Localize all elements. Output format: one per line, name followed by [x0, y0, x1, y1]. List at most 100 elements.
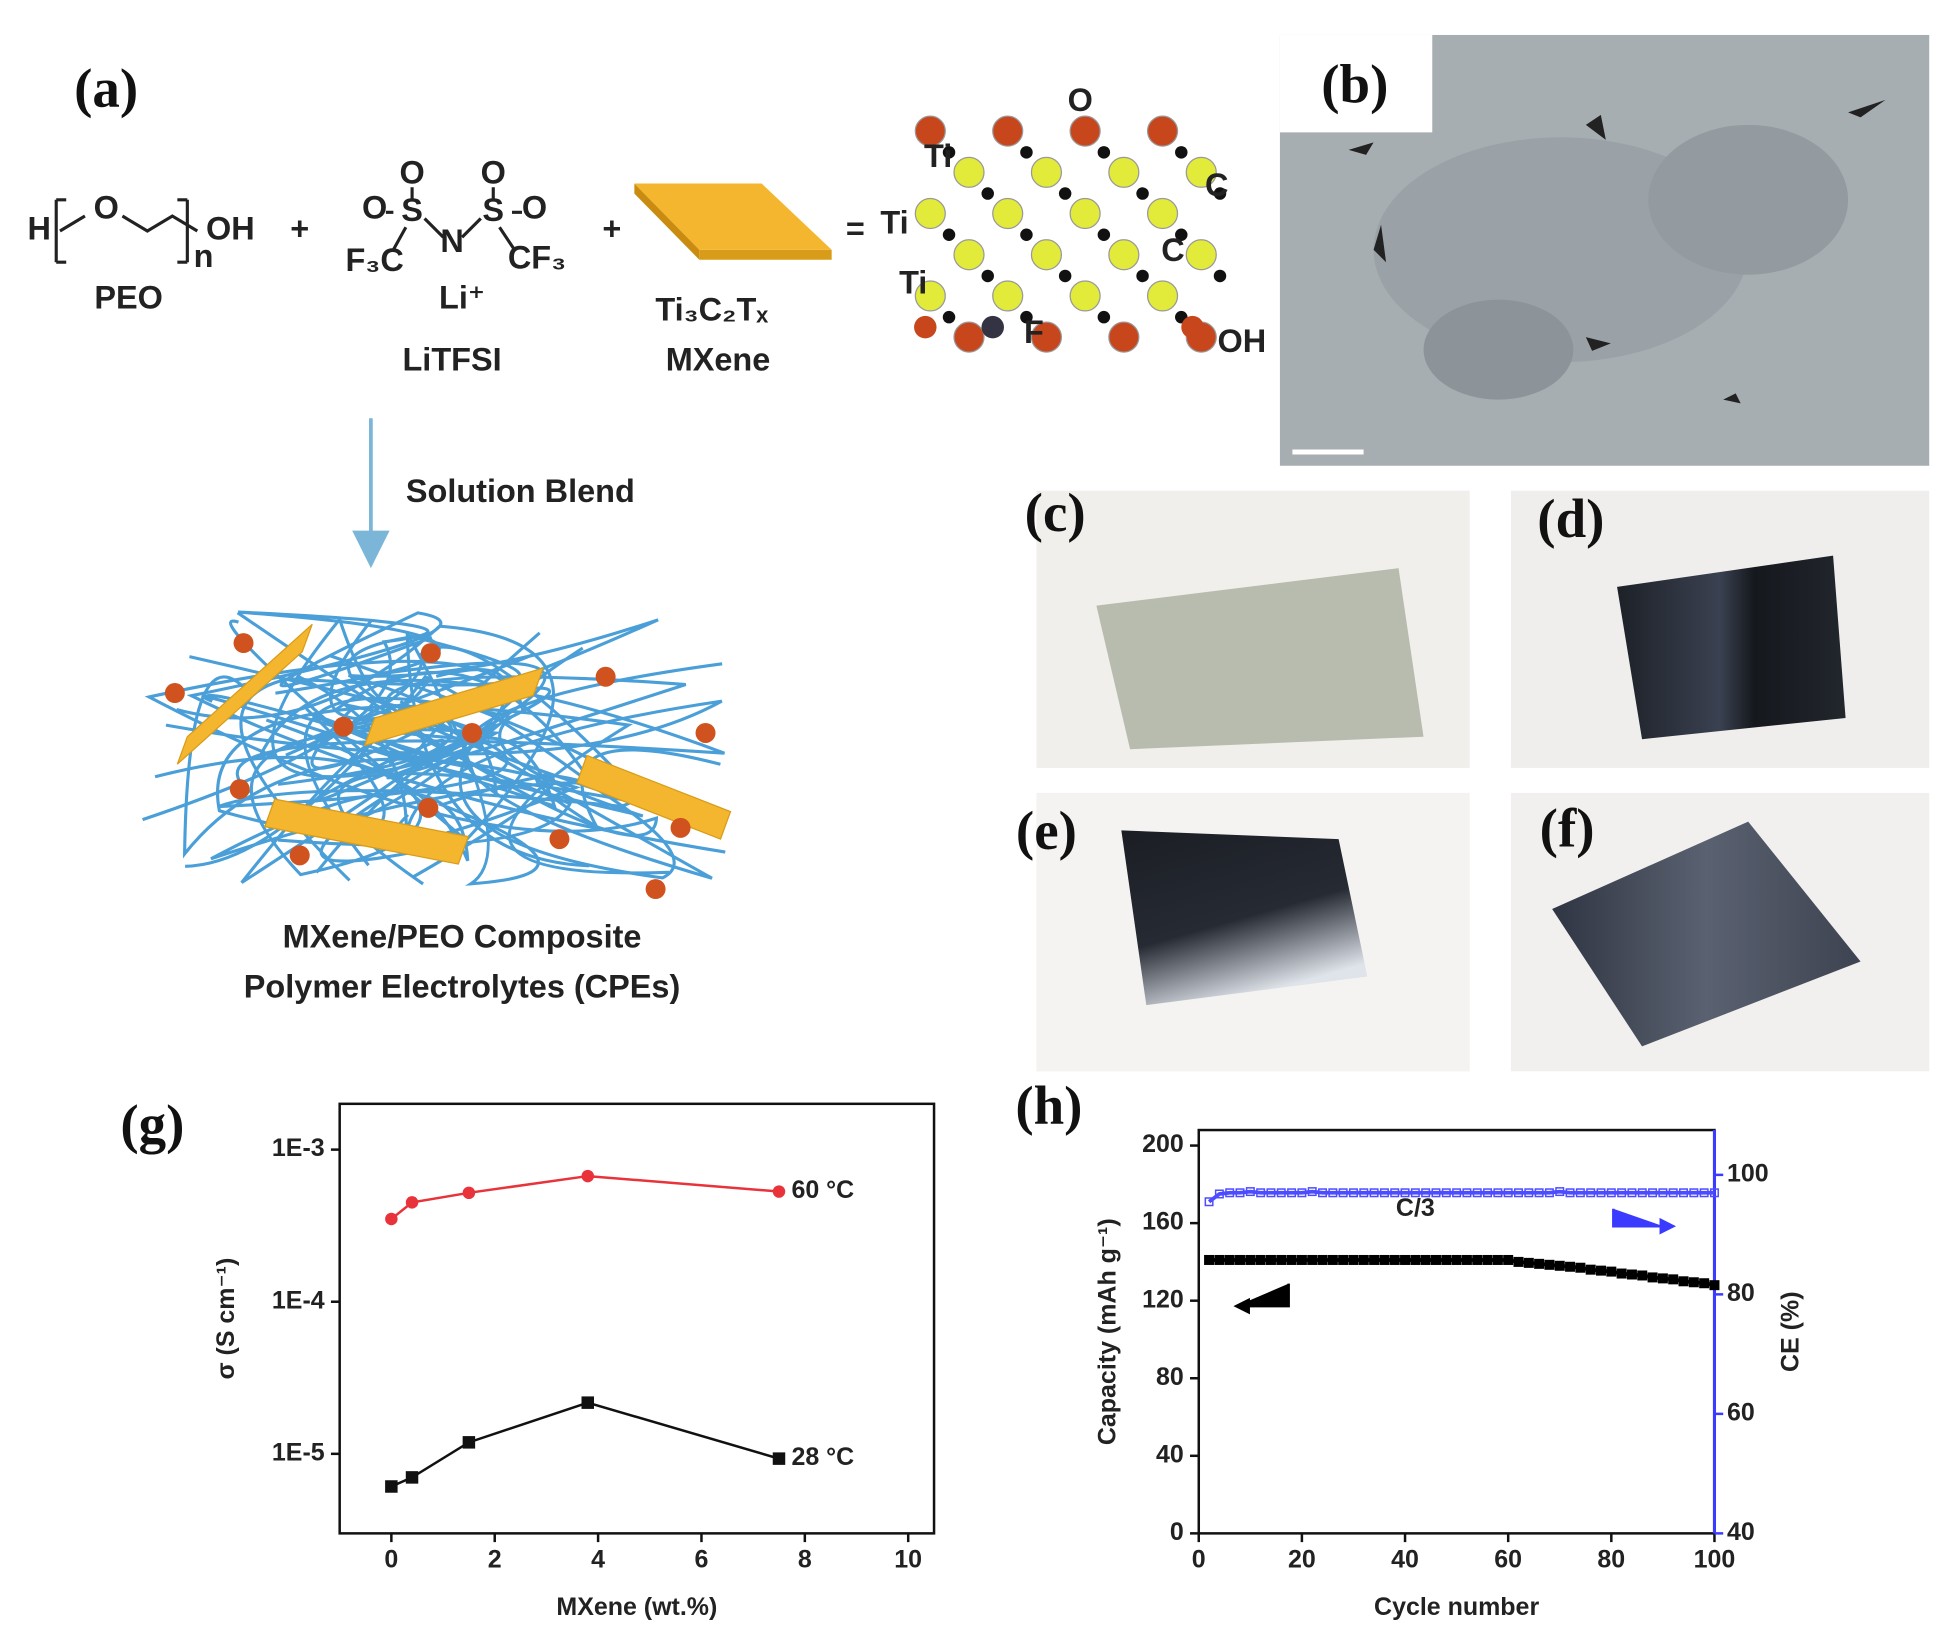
li-ion	[229, 779, 250, 800]
point	[772, 1185, 786, 1198]
axis-arrow	[1612, 1208, 1677, 1235]
mxene-edge	[699, 249, 832, 260]
li-ion	[418, 797, 439, 818]
label: (c)	[1025, 482, 1086, 543]
label: Polymer Electrolytes (CPEs)	[244, 969, 681, 1005]
atom	[1108, 156, 1140, 188]
label: F	[1024, 314, 1044, 350]
point	[1658, 1188, 1668, 1198]
atom	[1146, 280, 1179, 312]
atom	[1020, 310, 1033, 324]
atom	[992, 197, 1024, 230]
label: O	[1068, 82, 1093, 118]
li-ion	[289, 845, 310, 866]
li-ion	[695, 722, 716, 743]
series-label: 60 °C	[791, 1176, 854, 1204]
y-tick-label: 1E-3	[272, 1134, 325, 1162]
label: +	[602, 211, 621, 247]
x-tick-label: 100	[1694, 1545, 1736, 1573]
point	[1296, 1254, 1307, 1265]
label: OH	[206, 211, 255, 247]
point	[1420, 1254, 1431, 1265]
atom	[1069, 280, 1101, 312]
atom	[1175, 228, 1188, 241]
x-tick-label: 6	[695, 1545, 709, 1573]
atom	[981, 315, 1004, 339]
label: +	[290, 211, 309, 247]
atom	[1136, 269, 1149, 283]
point	[1626, 1269, 1637, 1280]
atom	[1146, 197, 1179, 230]
point	[1224, 1254, 1235, 1265]
point	[1617, 1188, 1627, 1198]
point	[1338, 1254, 1349, 1265]
x-tick-label: 0	[1192, 1545, 1206, 1573]
point	[1668, 1188, 1678, 1198]
mxene-slab	[634, 183, 832, 250]
point	[1286, 1254, 1297, 1265]
point	[1616, 1268, 1627, 1279]
film-photos	[1036, 490, 1930, 1072]
y-tick-label: 0	[1170, 1518, 1184, 1546]
point	[1688, 1277, 1699, 1288]
atom	[914, 197, 946, 230]
point	[1544, 1259, 1555, 1270]
atom	[1097, 228, 1111, 241]
point	[1235, 1188, 1245, 1198]
x-tick-label: 2	[488, 1545, 502, 1573]
point	[1586, 1188, 1596, 1198]
atom	[1185, 239, 1217, 271]
point	[462, 1186, 476, 1200]
point	[1648, 1188, 1658, 1198]
series-line	[390, 1401, 780, 1488]
li-ion	[462, 722, 483, 743]
point	[1421, 1188, 1431, 1198]
point	[1637, 1188, 1647, 1198]
x-tick-label: 8	[798, 1545, 812, 1573]
y-axis-label: σ (S cm⁻¹)	[212, 1258, 240, 1380]
point	[1348, 1254, 1359, 1265]
atom	[1058, 187, 1072, 200]
point	[1256, 1188, 1266, 1198]
y2-tick-label: 60	[1727, 1398, 1755, 1426]
point	[1287, 1188, 1297, 1198]
point	[462, 1436, 476, 1449]
point	[1441, 1188, 1451, 1198]
polymer-chain	[277, 618, 659, 786]
series-line	[1207, 1189, 1715, 1204]
atom	[1108, 239, 1140, 271]
label: MXene/PEO Composite	[283, 919, 642, 955]
point	[1451, 1254, 1462, 1265]
point	[1410, 1254, 1421, 1265]
y-tick-label: 120	[1142, 1285, 1184, 1313]
point	[1307, 1187, 1317, 1197]
atom	[914, 280, 946, 312]
label: O	[399, 154, 424, 190]
point	[1214, 1189, 1224, 1199]
li-ion	[420, 643, 441, 664]
point	[1245, 1187, 1255, 1197]
point	[1266, 1188, 1276, 1198]
point	[1410, 1188, 1420, 1198]
label: (h)	[1015, 1075, 1082, 1136]
mxene-flake	[576, 754, 732, 840]
point	[1276, 1254, 1287, 1265]
atom	[942, 310, 956, 324]
label: (g)	[120, 1094, 184, 1155]
point	[1390, 1188, 1400, 1198]
point	[1265, 1254, 1276, 1265]
label: CF₃	[508, 239, 566, 275]
label: H	[28, 211, 51, 247]
point	[1369, 1188, 1379, 1198]
x-tick-label: 0	[384, 1545, 398, 1573]
y2-tick-label: 100	[1727, 1159, 1769, 1187]
label: Ti	[880, 204, 908, 240]
point	[1461, 1254, 1472, 1265]
point	[1657, 1273, 1668, 1284]
point	[1359, 1188, 1369, 1198]
x-tick-label: 40	[1391, 1545, 1419, 1573]
point	[1327, 1254, 1338, 1265]
point	[1204, 1197, 1214, 1207]
polymer-chain	[186, 611, 726, 854]
atom	[1213, 269, 1227, 283]
